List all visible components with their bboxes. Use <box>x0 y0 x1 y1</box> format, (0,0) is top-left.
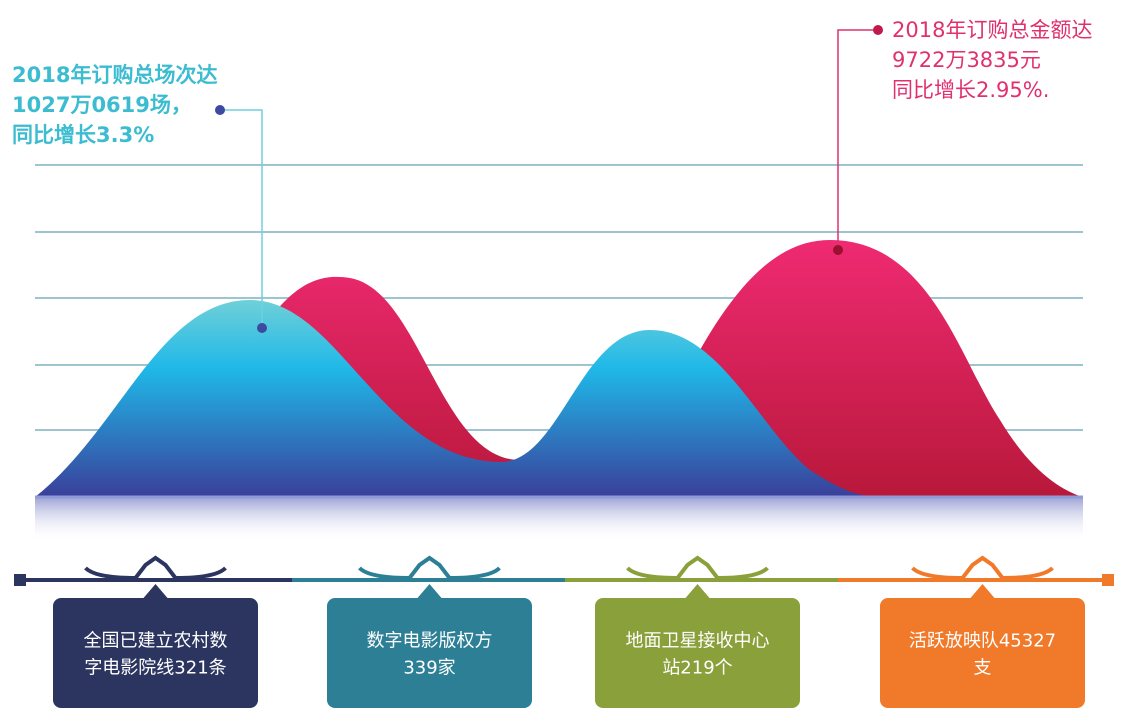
info-box <box>595 598 800 708</box>
box-text: 活跃放映队45327 <box>909 631 1056 652</box>
left-dot <box>215 105 225 115</box>
connector <box>626 555 769 581</box>
connector <box>358 555 501 581</box>
right-dot <box>873 25 883 35</box>
connector <box>84 555 227 581</box>
connector <box>911 555 1054 581</box>
left-annotation: 2018年订购总场次达 <box>12 63 217 87</box>
box-text: 数字电影版权方 <box>367 631 493 652</box>
right-annotation: 2018年订购总金额达 <box>892 18 1092 42</box>
info-box <box>880 598 1085 708</box>
box-text: 站219个 <box>662 658 732 679</box>
box-text: 全国已建立农村数 <box>84 631 228 652</box>
connector-stem <box>417 584 442 598</box>
right-annotation: 同比增长2.95%. <box>892 78 1049 102</box>
connector-stem <box>970 584 995 598</box>
left-annotation: 同比增长3.3% <box>12 123 154 147</box>
box-text: 支 <box>974 658 992 679</box>
blue-wave <box>35 300 880 497</box>
right-annotation: 9722万3835元 <box>892 48 1041 72</box>
connector-stem <box>143 584 168 598</box>
timeline <box>14 574 1114 586</box>
box-text: 字电影院线321条 <box>84 658 226 679</box>
connector-stem <box>685 584 710 598</box>
left-peak-dot <box>257 323 267 333</box>
right-leader <box>837 29 878 250</box>
box-text: 地面卫星接收中心 <box>626 631 770 652</box>
left-annotation: 1027万0619场， <box>12 93 192 117</box>
box-text: 339家 <box>403 658 455 679</box>
right-peak-dot <box>833 245 843 255</box>
info-box <box>53 598 258 708</box>
baseline-reflection <box>35 497 1083 542</box>
left-leader <box>220 109 263 328</box>
info-box <box>327 598 532 708</box>
